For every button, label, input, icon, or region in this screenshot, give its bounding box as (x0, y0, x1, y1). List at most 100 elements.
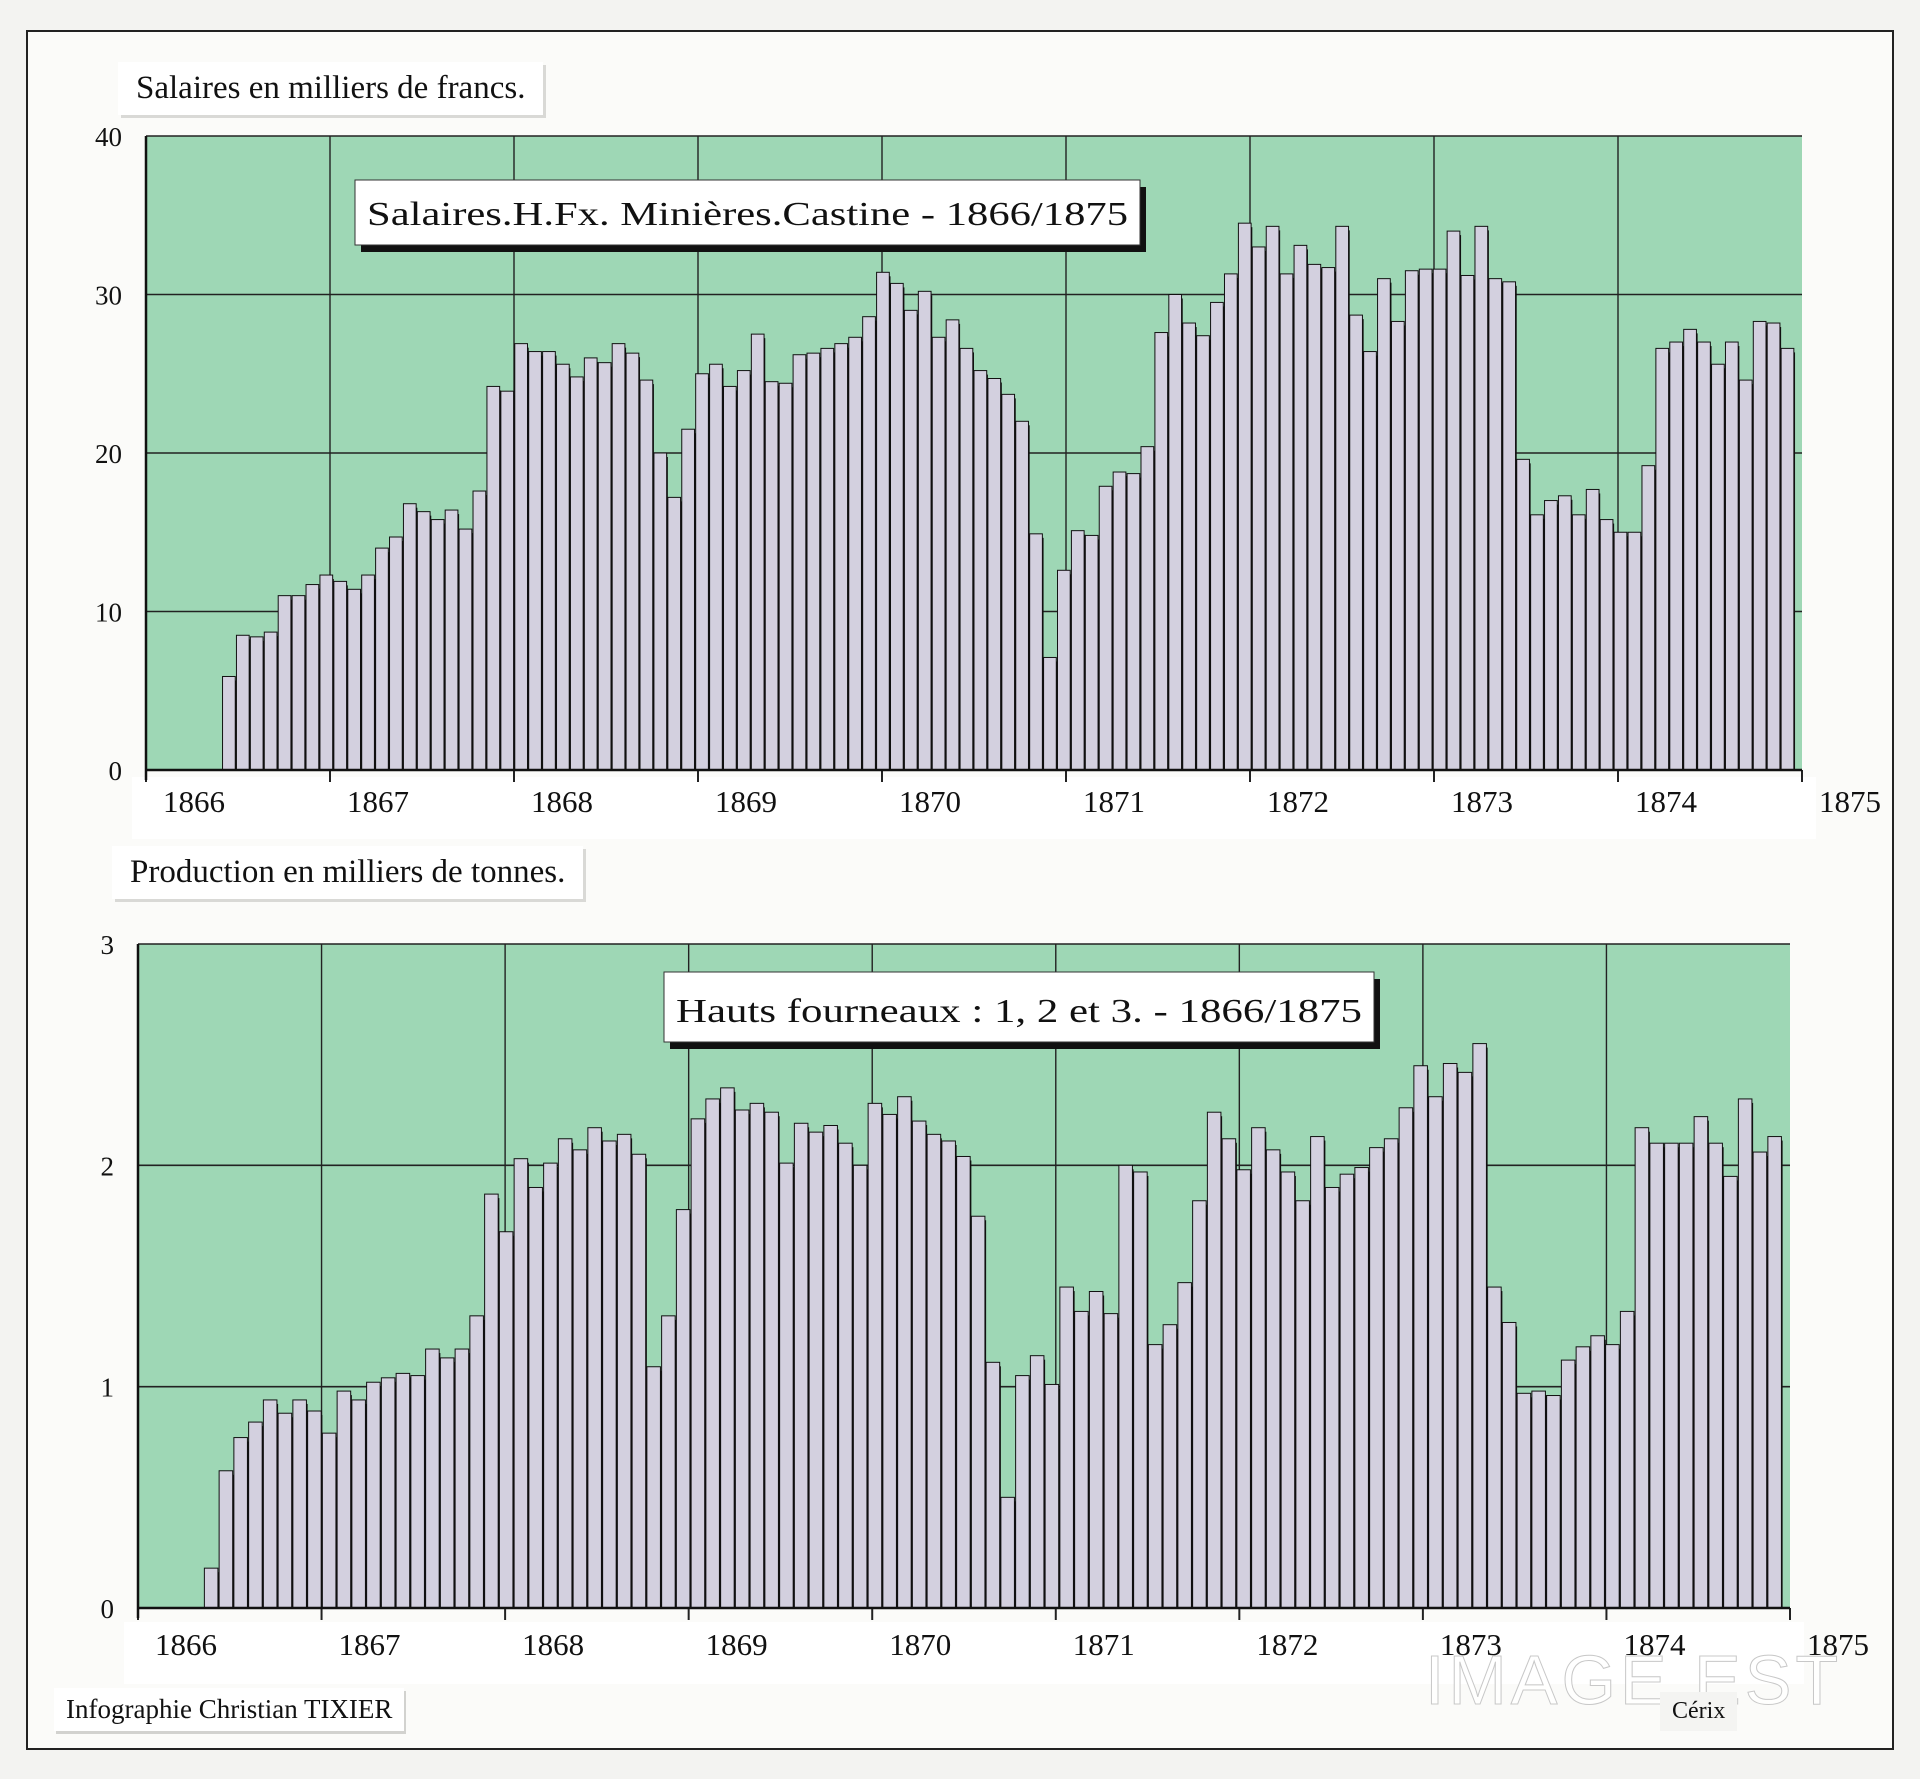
bar (1413, 1065, 1428, 1609)
bar (1664, 1142, 1679, 1609)
bar (695, 373, 709, 771)
bar (941, 1140, 956, 1609)
bar (1446, 230, 1461, 771)
bar (661, 1315, 676, 1609)
bar (1599, 519, 1614, 771)
bar (484, 1193, 499, 1609)
bar (653, 452, 668, 771)
bar (1168, 294, 1183, 771)
bar (876, 271, 890, 771)
y-tick-label: 10 (95, 598, 122, 628)
bar (1585, 488, 1600, 771)
bar (1339, 1173, 1355, 1609)
bar (1177, 1282, 1192, 1609)
bar (882, 1113, 897, 1609)
x-tick-label: 1873 (1440, 1627, 1502, 1662)
bar (897, 1096, 912, 1609)
bar (557, 1138, 573, 1609)
bar (444, 509, 459, 771)
bar (336, 1390, 352, 1609)
bar (1251, 246, 1266, 771)
bar (351, 1399, 366, 1609)
bar (222, 675, 236, 771)
bar (583, 357, 598, 771)
x-tick-label: 1872 (1256, 1627, 1318, 1662)
watermark: IMAGE EST (1424, 1641, 1843, 1720)
x-tick-label: 1874 (1623, 1627, 1686, 1662)
x-tick-label: 1867 (339, 1627, 401, 1662)
bar (1383, 1138, 1399, 1609)
bar (848, 336, 862, 771)
bar (1613, 531, 1628, 771)
bar (514, 343, 528, 771)
bar (291, 595, 306, 771)
x-tick-label: 1875 (1807, 1627, 1869, 1662)
bar (959, 347, 974, 771)
bar (1251, 1127, 1266, 1609)
bar (1634, 1127, 1650, 1609)
bar (1070, 530, 1085, 771)
bar (667, 496, 682, 771)
bar (1236, 1169, 1251, 1609)
bar (1605, 1344, 1620, 1609)
bar (458, 528, 473, 771)
bar (681, 428, 695, 771)
bar (1724, 341, 1739, 771)
x-tick-label: 1871 (1073, 1627, 1135, 1662)
bar (720, 1087, 735, 1609)
bar (1279, 273, 1294, 771)
bar (500, 390, 515, 771)
bar (820, 347, 835, 771)
bar (764, 381, 779, 771)
y-tick-label: 40 (95, 122, 122, 152)
bar (806, 352, 821, 771)
bar (1516, 1392, 1532, 1609)
bar (1210, 301, 1224, 771)
bar (1474, 225, 1489, 771)
bar (1056, 569, 1071, 771)
x-tick-label: 1866 (163, 784, 225, 819)
bar (454, 1348, 470, 1609)
bar (1043, 656, 1057, 771)
bar (639, 379, 654, 771)
bar (1265, 225, 1280, 771)
bar (1029, 533, 1043, 771)
bar (956, 1155, 971, 1609)
bottom-panel-title: Production en milliers de tonnes. (112, 846, 584, 899)
bar (305, 584, 320, 771)
bar (1369, 1147, 1384, 1609)
bar (792, 354, 807, 771)
bar (1398, 1107, 1414, 1609)
bar (380, 1377, 396, 1609)
bar (985, 1361, 1001, 1609)
bar (834, 343, 849, 771)
bar (1029, 1355, 1045, 1609)
bar (987, 378, 1002, 771)
bar (1280, 1171, 1296, 1609)
bar (277, 595, 292, 771)
bar (486, 385, 501, 771)
x-tick-label: 1871 (1083, 784, 1145, 819)
bar (528, 1186, 543, 1609)
bar (1133, 1171, 1148, 1609)
bar (862, 316, 876, 771)
bar (498, 1231, 514, 1609)
bar (631, 1153, 647, 1609)
bar (602, 1140, 617, 1609)
chart-title: Hauts fourneaux : 1, 2 et 3. - 1866/1875 (676, 993, 1362, 1030)
bar (793, 1122, 809, 1609)
bar (1428, 1096, 1443, 1609)
bar (709, 363, 723, 771)
y-tick-label: 3 (101, 930, 115, 960)
bar (375, 547, 389, 771)
bar (1354, 1167, 1369, 1609)
bar (1265, 1149, 1281, 1609)
bar (1683, 328, 1697, 771)
bar (1780, 347, 1795, 771)
bar (1404, 270, 1419, 771)
bar (1678, 1142, 1694, 1609)
credit-label: Infographie Christian TIXIER (54, 1688, 405, 1731)
bar (749, 1102, 765, 1609)
bar (1697, 341, 1711, 771)
bar (262, 1399, 278, 1609)
